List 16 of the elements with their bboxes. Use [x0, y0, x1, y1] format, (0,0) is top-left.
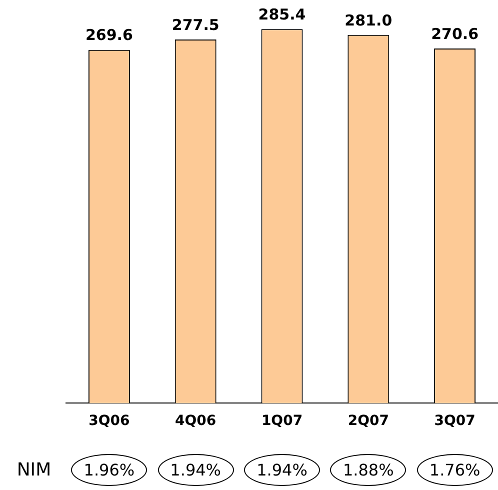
x-tick-label: 1Q07 — [261, 413, 303, 430]
x-tick-label: 3Q07 — [434, 413, 476, 430]
x-tick-label: 4Q06 — [175, 413, 216, 430]
data-label: 269.6 — [85, 26, 133, 44]
text: 1.88% — [342, 460, 394, 480]
text: 1.94% — [256, 460, 308, 480]
data-label: 285.4 — [258, 6, 306, 24]
data-label: 270.6 — [431, 24, 479, 43]
x-tick-label: 2Q07 — [348, 413, 389, 430]
text: 1.94% — [170, 460, 222, 480]
text: 1.96% — [84, 460, 135, 480]
data-label: 277.5 — [172, 16, 220, 34]
x-tick-label: 3Q06 — [88, 413, 130, 430]
text: 1.76% — [429, 460, 480, 480]
text: NIM — [16, 460, 52, 480]
data-label: 281.0 — [344, 11, 392, 30]
